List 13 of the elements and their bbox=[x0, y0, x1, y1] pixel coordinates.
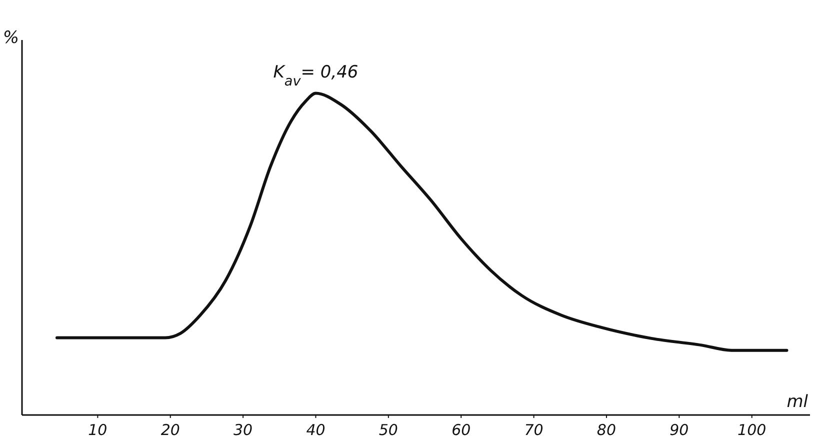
x-tick-label: 100 bbox=[738, 421, 766, 439]
x-tick-label: 50 bbox=[378, 421, 398, 439]
x-tick-label: 80 bbox=[596, 421, 616, 439]
x-axis-title: ml bbox=[786, 392, 808, 412]
x-tick-label: 90 bbox=[670, 421, 689, 439]
x-tick-label: 70 bbox=[524, 421, 544, 439]
x-tick-label: 40 bbox=[306, 421, 326, 439]
x-tick-label: 60 bbox=[452, 421, 471, 439]
x-tick-label: 10 bbox=[88, 421, 108, 439]
x-tick-label: 30 bbox=[234, 421, 253, 439]
x-tick-label: 20 bbox=[160, 421, 180, 439]
y-axis-title: % bbox=[2, 28, 19, 48]
annotation: K$_{av}$= 0,46 bbox=[273, 62, 358, 90]
